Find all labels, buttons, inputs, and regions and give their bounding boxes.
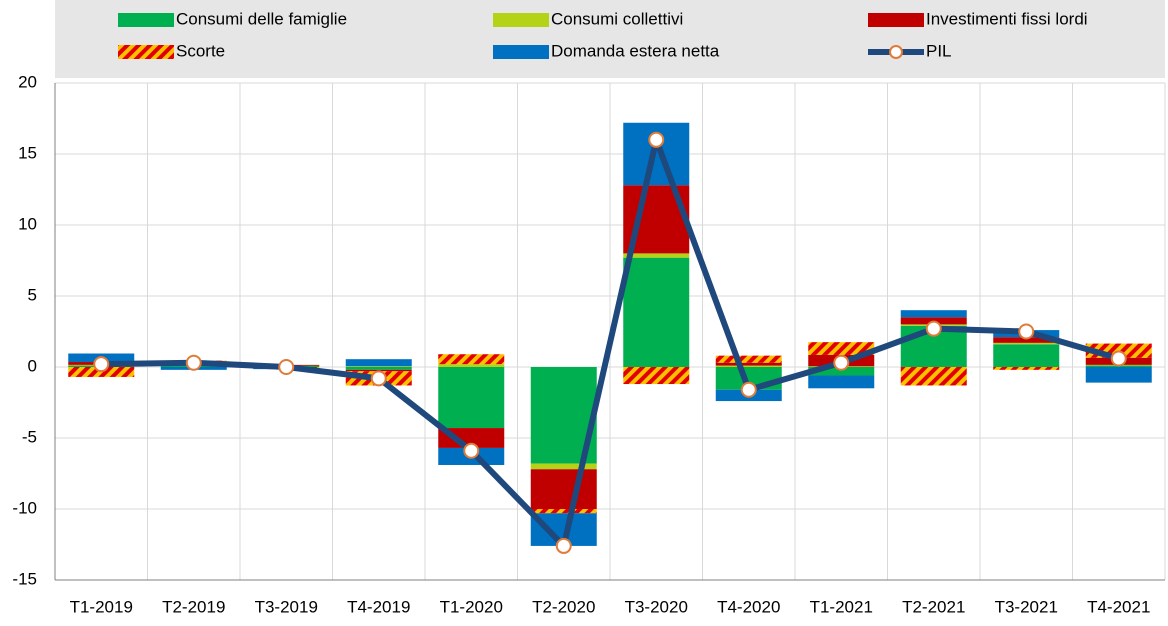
bar-segment <box>623 367 690 385</box>
bar-segment <box>438 428 505 448</box>
bar-segment <box>345 359 412 367</box>
bar-segment <box>900 310 967 318</box>
y-tick-label: 0 <box>28 356 37 375</box>
bar-segment <box>715 362 782 366</box>
bar-segment <box>993 342 1060 345</box>
x-tick-label: T3-2020 <box>625 597 688 616</box>
bar-segment <box>993 344 1060 367</box>
legend-swatch <box>118 13 174 27</box>
bar-segment <box>438 354 505 365</box>
x-tick-label: T1-2020 <box>440 597 503 616</box>
bar-segment <box>715 365 782 367</box>
legend-swatch <box>868 13 924 27</box>
bar-segment <box>808 342 875 355</box>
legend-swatch-marker <box>889 45 903 59</box>
line-marker <box>1018 323 1035 340</box>
line-marker <box>555 537 572 554</box>
legend-background <box>55 0 1165 78</box>
legend-swatch <box>493 13 549 27</box>
x-tick-label: T2-2020 <box>532 597 595 616</box>
x-tick-label: T4-2019 <box>347 597 410 616</box>
legend-label: Consumi collettivi <box>551 9 683 28</box>
bar-segment <box>623 257 690 367</box>
x-tick-label: T2-2019 <box>162 597 225 616</box>
bar-segment <box>993 337 1060 343</box>
y-tick-label: 15 <box>18 143 37 162</box>
x-tick-label: T3-2019 <box>255 597 318 616</box>
y-tick-label: 20 <box>18 72 37 91</box>
bar-segment <box>1085 367 1152 383</box>
y-tick-label: 5 <box>28 285 37 304</box>
legend-swatch <box>493 45 549 59</box>
bar-segment <box>530 463 597 470</box>
x-tick-label: T3-2021 <box>995 597 1058 616</box>
bar-segment <box>808 375 875 389</box>
line-marker <box>648 131 665 148</box>
bar-segment <box>808 367 875 376</box>
bar-segment <box>623 253 690 258</box>
bar-segment <box>345 367 412 370</box>
line-marker <box>93 356 110 373</box>
x-tick-label: T4-2020 <box>717 597 780 616</box>
legend-label: Consumi delle famiglie <box>176 9 347 28</box>
legend-label: Investimenti fissi lordi <box>926 9 1088 28</box>
y-tick-label: -15 <box>12 569 37 588</box>
legend-swatch <box>118 45 174 59</box>
y-tick-label: -5 <box>22 427 37 446</box>
x-tick-label: T4-2021 <box>1087 597 1150 616</box>
line-marker <box>185 354 202 371</box>
legend-label: Domanda estera netta <box>551 41 720 60</box>
line-marker <box>463 442 480 459</box>
bar-segment <box>438 364 505 367</box>
bar-segment <box>438 367 505 429</box>
bar-segment <box>530 509 597 514</box>
bar-segment <box>345 366 412 367</box>
legend-label: PIL <box>926 41 952 60</box>
line-marker <box>278 359 295 375</box>
bar-segment <box>715 355 782 363</box>
x-tick-label: T1-2019 <box>70 597 133 616</box>
x-tick-label: T1-2021 <box>810 597 873 616</box>
line-marker <box>833 354 850 371</box>
bar-segment <box>530 469 597 509</box>
bar-segment <box>993 367 1060 370</box>
line-marker <box>370 370 387 387</box>
bar-segment <box>900 367 967 386</box>
line-marker <box>740 381 757 398</box>
line <box>101 136 1120 549</box>
line-marker <box>1110 350 1127 367</box>
y-tick-label: -10 <box>12 498 37 517</box>
y-tick-label: 10 <box>18 214 37 233</box>
line-marker <box>925 320 942 337</box>
legend-label: Scorte <box>176 41 225 60</box>
x-tick-label: T2-2021 <box>902 597 965 616</box>
